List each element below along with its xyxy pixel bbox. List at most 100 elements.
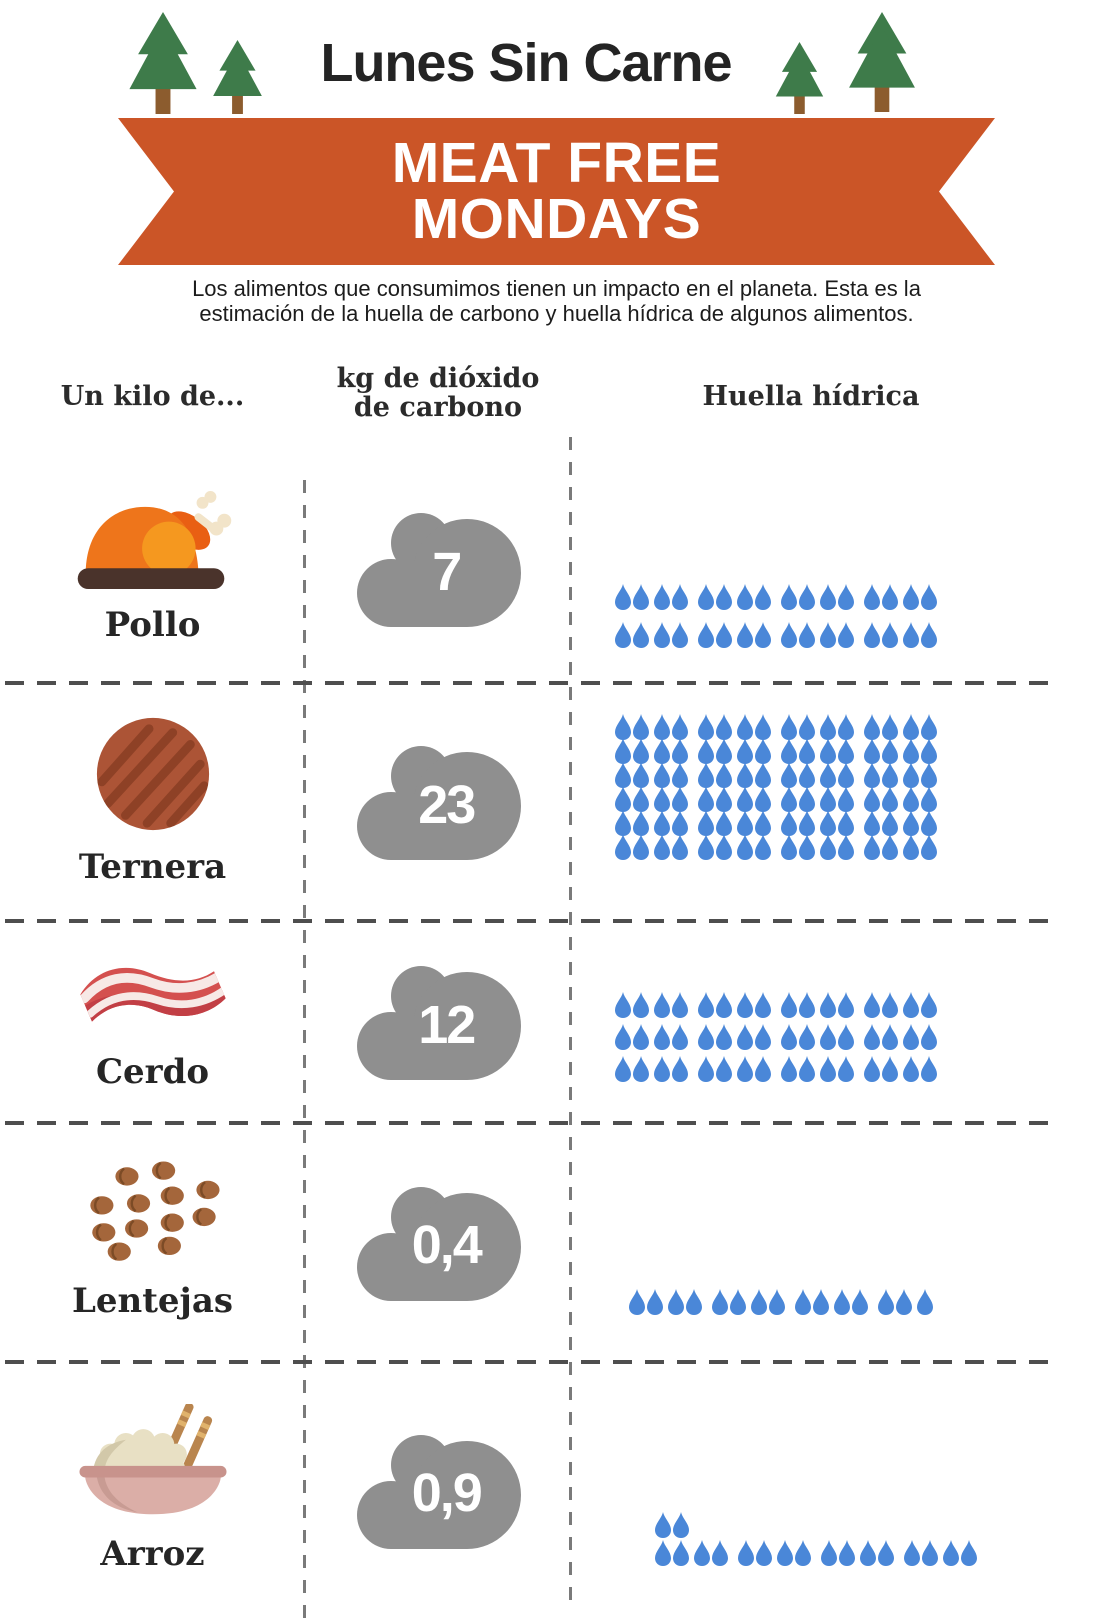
- co2-cell: 0,9: [305, 1362, 571, 1619]
- drop-group: [615, 834, 688, 860]
- water-drop-icon: [647, 1289, 663, 1315]
- water-cell: [571, 455, 1113, 683]
- water-drop-icon: [838, 622, 854, 648]
- water-drop-icon: [820, 738, 836, 764]
- chicken-icon: [65, 489, 240, 593]
- water-drop-icon: [781, 1056, 797, 1082]
- water-drop-icon: [737, 762, 753, 788]
- water-drop-icon: [878, 1540, 894, 1566]
- water-drop-icon: [781, 786, 797, 812]
- food-row-lentejas: Lentejas 0,4: [0, 1121, 1113, 1362]
- co2-value: 0,9: [411, 1463, 483, 1524]
- water-drop-icon: [799, 622, 815, 648]
- drop-row: [615, 1056, 937, 1082]
- water-drop-icon: [903, 1024, 919, 1050]
- drop-group: [738, 1540, 811, 1566]
- water-drop-icon: [903, 584, 919, 610]
- water-drop-icon: [672, 1024, 688, 1050]
- food-cell: Ternera: [0, 683, 305, 921]
- drop-group: [615, 992, 688, 1018]
- water-drop-icon: [838, 786, 854, 812]
- water-drop-icon: [781, 834, 797, 860]
- water-drop-icon: [673, 1540, 689, 1566]
- drop-group: [864, 786, 937, 812]
- water-drop-icon: [882, 622, 898, 648]
- water-drop-icon: [820, 714, 836, 740]
- water-drop-icon: [668, 1289, 684, 1315]
- water-drop-icon: [716, 622, 732, 648]
- water-drop-icon: [737, 992, 753, 1018]
- pine-tree-icon: [770, 42, 829, 114]
- drop-group: [698, 762, 771, 788]
- water-drop-icon: [672, 738, 688, 764]
- food-row-cerdo: Cerdo 12: [0, 919, 1113, 1123]
- water-drop-icon: [672, 810, 688, 836]
- drop-row: [615, 810, 937, 836]
- water-drop-icon: [799, 834, 815, 860]
- water-drop-icon: [820, 786, 836, 812]
- drop-group: [698, 810, 771, 836]
- water-drop-icon: [820, 810, 836, 836]
- column-header-food: Un kilo de...: [60, 381, 245, 412]
- water-drop-icon: [755, 584, 771, 610]
- water-drop-icon: [672, 714, 688, 740]
- water-drop-icon: [698, 714, 714, 740]
- water-drop-icon: [769, 1289, 785, 1315]
- water-drop-icon: [921, 834, 937, 860]
- water-drop-icon: [654, 1024, 670, 1050]
- water-drop-icon: [716, 714, 732, 740]
- drop-group: [864, 1024, 937, 1050]
- water-drop-icon: [864, 714, 880, 740]
- water-drop-icon: [820, 992, 836, 1018]
- food-row-ternera: Ternera 23: [0, 681, 1113, 921]
- water-drop-icon: [903, 762, 919, 788]
- water-drop-icon: [737, 810, 753, 836]
- water-drop-icon: [921, 1024, 937, 1050]
- water-drop-icon: [654, 786, 670, 812]
- water-drop-icon: [882, 584, 898, 610]
- drop-group: [781, 834, 854, 860]
- water-drop-icon: [633, 1056, 649, 1082]
- drop-group: [615, 714, 688, 740]
- drop-group: [615, 786, 688, 812]
- water-drop-icon: [820, 762, 836, 788]
- water-drop-icon: [615, 992, 631, 1018]
- water-drop-icon: [820, 622, 836, 648]
- water-drop-icon: [799, 738, 815, 764]
- water-drop-icon: [864, 810, 880, 836]
- water-drop-icon: [737, 622, 753, 648]
- water-drop-icon: [781, 810, 797, 836]
- water-drop-icon: [755, 714, 771, 740]
- drop-group: [781, 738, 854, 764]
- drop-group: [655, 1512, 689, 1538]
- water-cell: [571, 921, 1113, 1123]
- separator-line: [5, 1121, 1050, 1125]
- water-drop-icon: [921, 1056, 937, 1082]
- pine-tree-icon: [842, 12, 922, 112]
- water-drop-icon: [852, 1289, 868, 1315]
- banner-line-2: MONDAYS: [411, 186, 702, 251]
- water-drop-icon: [903, 834, 919, 860]
- water-drop-icon: [799, 810, 815, 836]
- food-label: Lentejas: [71, 1280, 234, 1321]
- drop-row: [615, 738, 937, 764]
- drop-row: [615, 1024, 937, 1050]
- co2-value: 7: [432, 541, 462, 602]
- water-drop-icon: [799, 1024, 815, 1050]
- water-drop-icon: [615, 834, 631, 860]
- water-drop-icon: [633, 584, 649, 610]
- water-drop-icon: [781, 584, 797, 610]
- drop-group: [615, 1056, 688, 1082]
- drop-row: [615, 762, 937, 788]
- drop-group: [864, 762, 937, 788]
- water-drop-icon: [813, 1289, 829, 1315]
- water-drop-icon: [799, 1056, 815, 1082]
- page-title: Lunes Sin Carne: [320, 33, 732, 93]
- water-drops: [615, 584, 937, 648]
- water-drop-icon: [615, 738, 631, 764]
- water-drop-icon: [896, 1289, 912, 1315]
- food-row-arroz: Arroz 0,9: [0, 1360, 1113, 1619]
- water-drop-icon: [864, 762, 880, 788]
- drop-group: [781, 992, 854, 1018]
- water-drop-icon: [755, 810, 771, 836]
